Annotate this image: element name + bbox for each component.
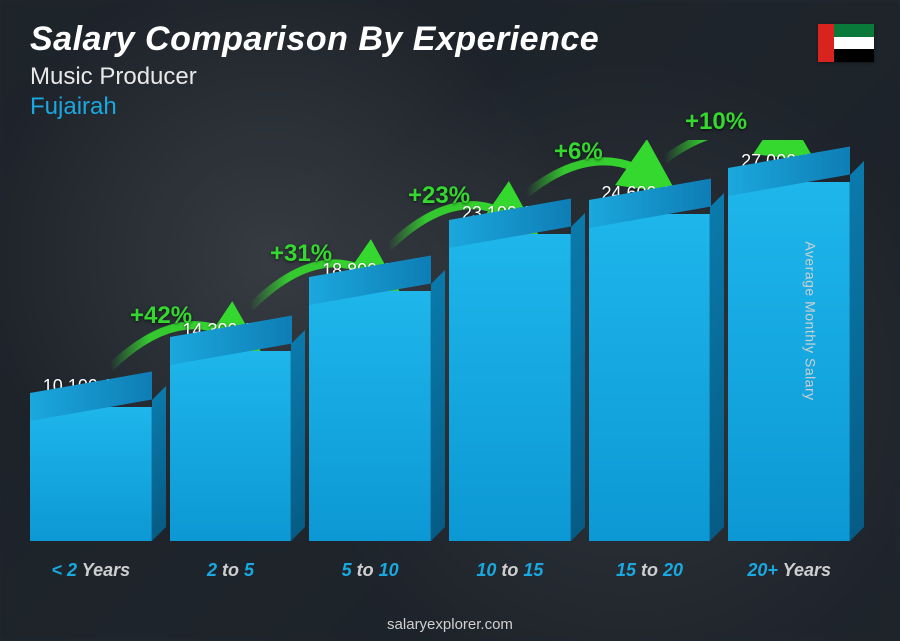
category-labels: < 2 Years 2 to 5 5 to 10 10 to 15 15 to …: [30, 560, 850, 581]
bar: 14,300 AED: [170, 320, 292, 541]
bars-container: 10,100 AED 14,300 AED 18,800 AED 23,100 …: [30, 140, 850, 541]
bar-shape: [728, 182, 850, 541]
category-label: 15 to 20: [589, 560, 711, 581]
bar-shape: [589, 214, 711, 541]
bar-shape: [170, 351, 292, 541]
bar-shape: [30, 407, 152, 541]
bar-shape: [309, 291, 431, 541]
bar-shape: [449, 234, 571, 541]
category-label: 5 to 10: [309, 560, 431, 581]
footer-attribution: salaryexplorer.com: [0, 616, 900, 633]
category-label: 2 to 5: [170, 560, 292, 581]
bar: 10,100 AED: [30, 376, 152, 541]
category-label: < 2 Years: [30, 560, 152, 581]
bar: 18,800 AED: [309, 260, 431, 541]
uae-flag-icon: [818, 24, 874, 62]
category-label: 20+ Years: [728, 560, 850, 581]
category-label: 10 to 15: [449, 560, 571, 581]
bar: 24,600 AED: [589, 183, 711, 541]
change-label: +10%: [685, 108, 747, 136]
chart-header: Salary Comparison By Experience Music Pr…: [30, 20, 599, 121]
bar: 23,100 AED: [449, 203, 571, 541]
chart-title: Salary Comparison By Experience: [30, 20, 599, 59]
y-axis-label: Average Monthly Salary: [802, 241, 818, 400]
chart-subtitle: Music Producer: [30, 63, 599, 91]
bar: 27,000 AED: [728, 151, 850, 541]
chart-location: Fujairah: [30, 93, 599, 121]
bar-chart: +42% +31% +23% +6% +10% 10,100 AED 14,30…: [30, 140, 850, 581]
